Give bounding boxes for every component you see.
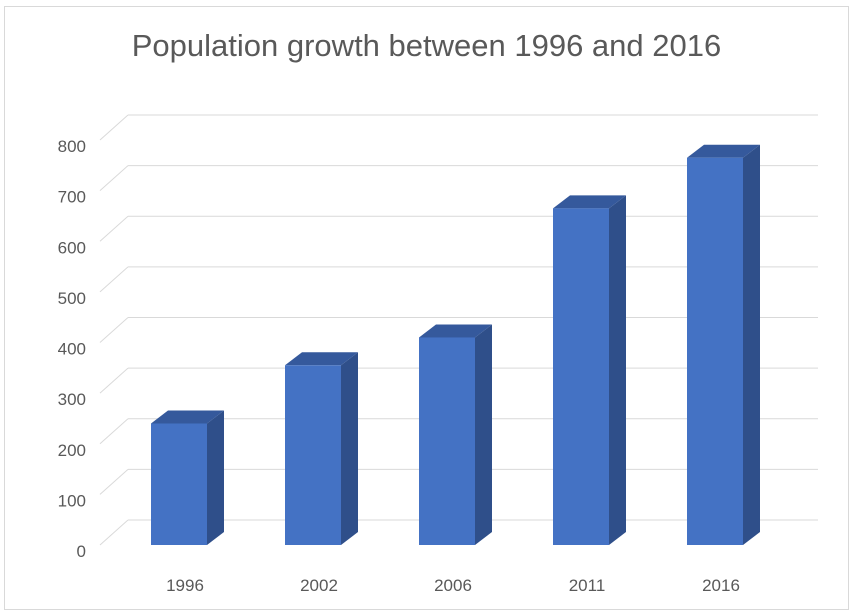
bar-side (207, 410, 224, 545)
y-tick-label: 700 (58, 188, 86, 207)
y-tick-label: 0 (77, 542, 86, 561)
bar-top (553, 195, 626, 209)
x-tick-label: 2011 (569, 576, 606, 595)
gridline-diagonal (99, 418, 129, 445)
bar-2016 (687, 144, 760, 545)
bar-top (285, 352, 358, 366)
bar-front (419, 337, 475, 545)
gridline-diagonal (99, 469, 129, 495)
x-tick-label: 1996 (166, 576, 204, 595)
bar-front (687, 157, 743, 545)
gridline-diagonal (99, 215, 129, 242)
y-tick-label: 500 (58, 289, 86, 308)
x-tick-label: 2016 (702, 576, 740, 595)
bar-side (609, 195, 626, 545)
y-tick-label: 800 (58, 137, 86, 156)
bar-side (475, 324, 492, 545)
gridline-diagonal (99, 519, 129, 546)
x-tick-label: 2006 (434, 576, 472, 595)
bar-2011 (553, 195, 626, 545)
x-axis-ticks: 1996 2002 2006 2011 2016 (166, 576, 740, 595)
bar-2002 (285, 352, 358, 545)
gridline-diagonal (99, 367, 129, 394)
y-tick-label: 400 (58, 340, 86, 359)
gridline-diagonal (99, 165, 129, 191)
bar-front (151, 423, 207, 545)
bar-1996 (151, 410, 224, 545)
y-tick-label: 300 (58, 390, 86, 409)
y-tick-label: 600 (58, 238, 86, 257)
bar-top (687, 144, 760, 158)
y-tick-label: 100 (58, 491, 86, 510)
gridline-diagonal (99, 266, 129, 293)
y-tick-label: 200 (58, 441, 86, 460)
bars (151, 144, 760, 545)
gridline-diagonal (99, 317, 129, 343)
bar-top (419, 324, 492, 338)
bar-top (151, 410, 224, 424)
bar-side (743, 144, 760, 545)
x-tick-label: 2002 (300, 576, 338, 595)
bar-front (285, 365, 341, 545)
bar-2006 (419, 324, 492, 545)
y-axis-ticks: 0 100 200 300 400 500 600 700 800 (58, 137, 86, 561)
gridline-diagonal (99, 114, 129, 141)
bar-front (553, 208, 609, 545)
bar-side (341, 352, 358, 545)
chart-title: Population growth between 1996 and 2016 (131, 28, 722, 63)
